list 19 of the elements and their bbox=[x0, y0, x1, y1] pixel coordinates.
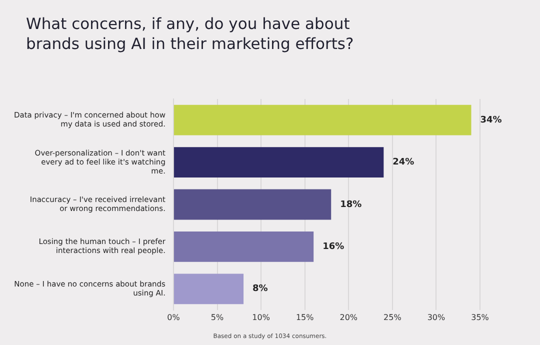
x-tick-label: 10% bbox=[252, 312, 270, 322]
bar bbox=[174, 189, 332, 220]
bar bbox=[174, 104, 472, 136]
x-tick-label: 5% bbox=[210, 312, 224, 322]
data-label: 16% bbox=[322, 242, 344, 252]
data-label: 8% bbox=[252, 284, 268, 294]
data-label: 34% bbox=[480, 115, 502, 126]
x-tick-label: 0% bbox=[167, 312, 180, 322]
data-label: 18% bbox=[340, 200, 362, 210]
data-label: 24% bbox=[392, 158, 414, 168]
x-tick-label: 20% bbox=[340, 312, 358, 322]
x-tick-label: 30% bbox=[427, 312, 446, 322]
x-tick-label: 35% bbox=[471, 312, 490, 322]
bar bbox=[174, 274, 244, 304]
chart-title: What concerns, if any, do you have about brands using AI in their marketing efforts? bbox=[26, 14, 355, 54]
bar bbox=[174, 147, 384, 178]
x-tick-label: 15% bbox=[296, 312, 314, 322]
bar bbox=[174, 232, 314, 262]
x-tick-label: 25% bbox=[384, 312, 402, 322]
